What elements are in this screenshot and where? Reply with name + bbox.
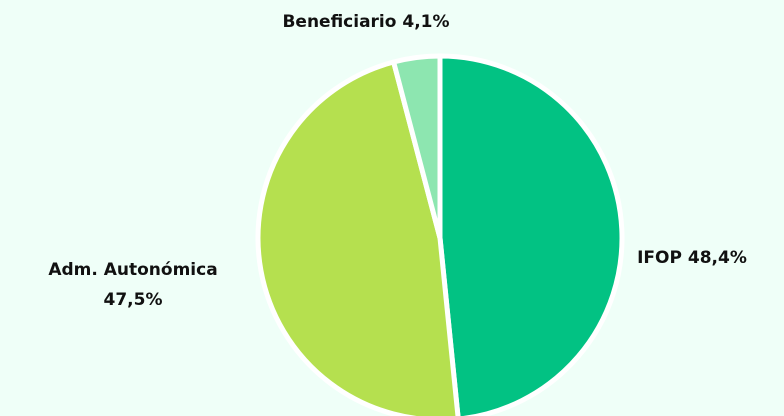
slice-name: Adm. Autonómica xyxy=(48,260,217,280)
slice-value-label: 48,4% xyxy=(688,248,747,268)
pie-slice xyxy=(437,53,625,416)
slice-label: Beneficiario 4,1% xyxy=(282,12,449,32)
slice-value-label: 47,5% xyxy=(104,290,163,310)
labels: IFOP 48,4% Adm. Autonómica 47,5% Beneficiar… xyxy=(48,12,747,310)
slice-name: IFOP xyxy=(637,248,682,268)
pie-slice xyxy=(255,59,461,416)
pie xyxy=(255,53,625,416)
slice-label: Adm. Autonómica 47,5% xyxy=(48,260,217,310)
slice-name: Beneficiario xyxy=(282,12,396,32)
slice-value-label: 4,1% xyxy=(402,12,449,32)
slice-label: IFOP 48,4% xyxy=(637,248,747,268)
pie-slice xyxy=(391,53,443,241)
